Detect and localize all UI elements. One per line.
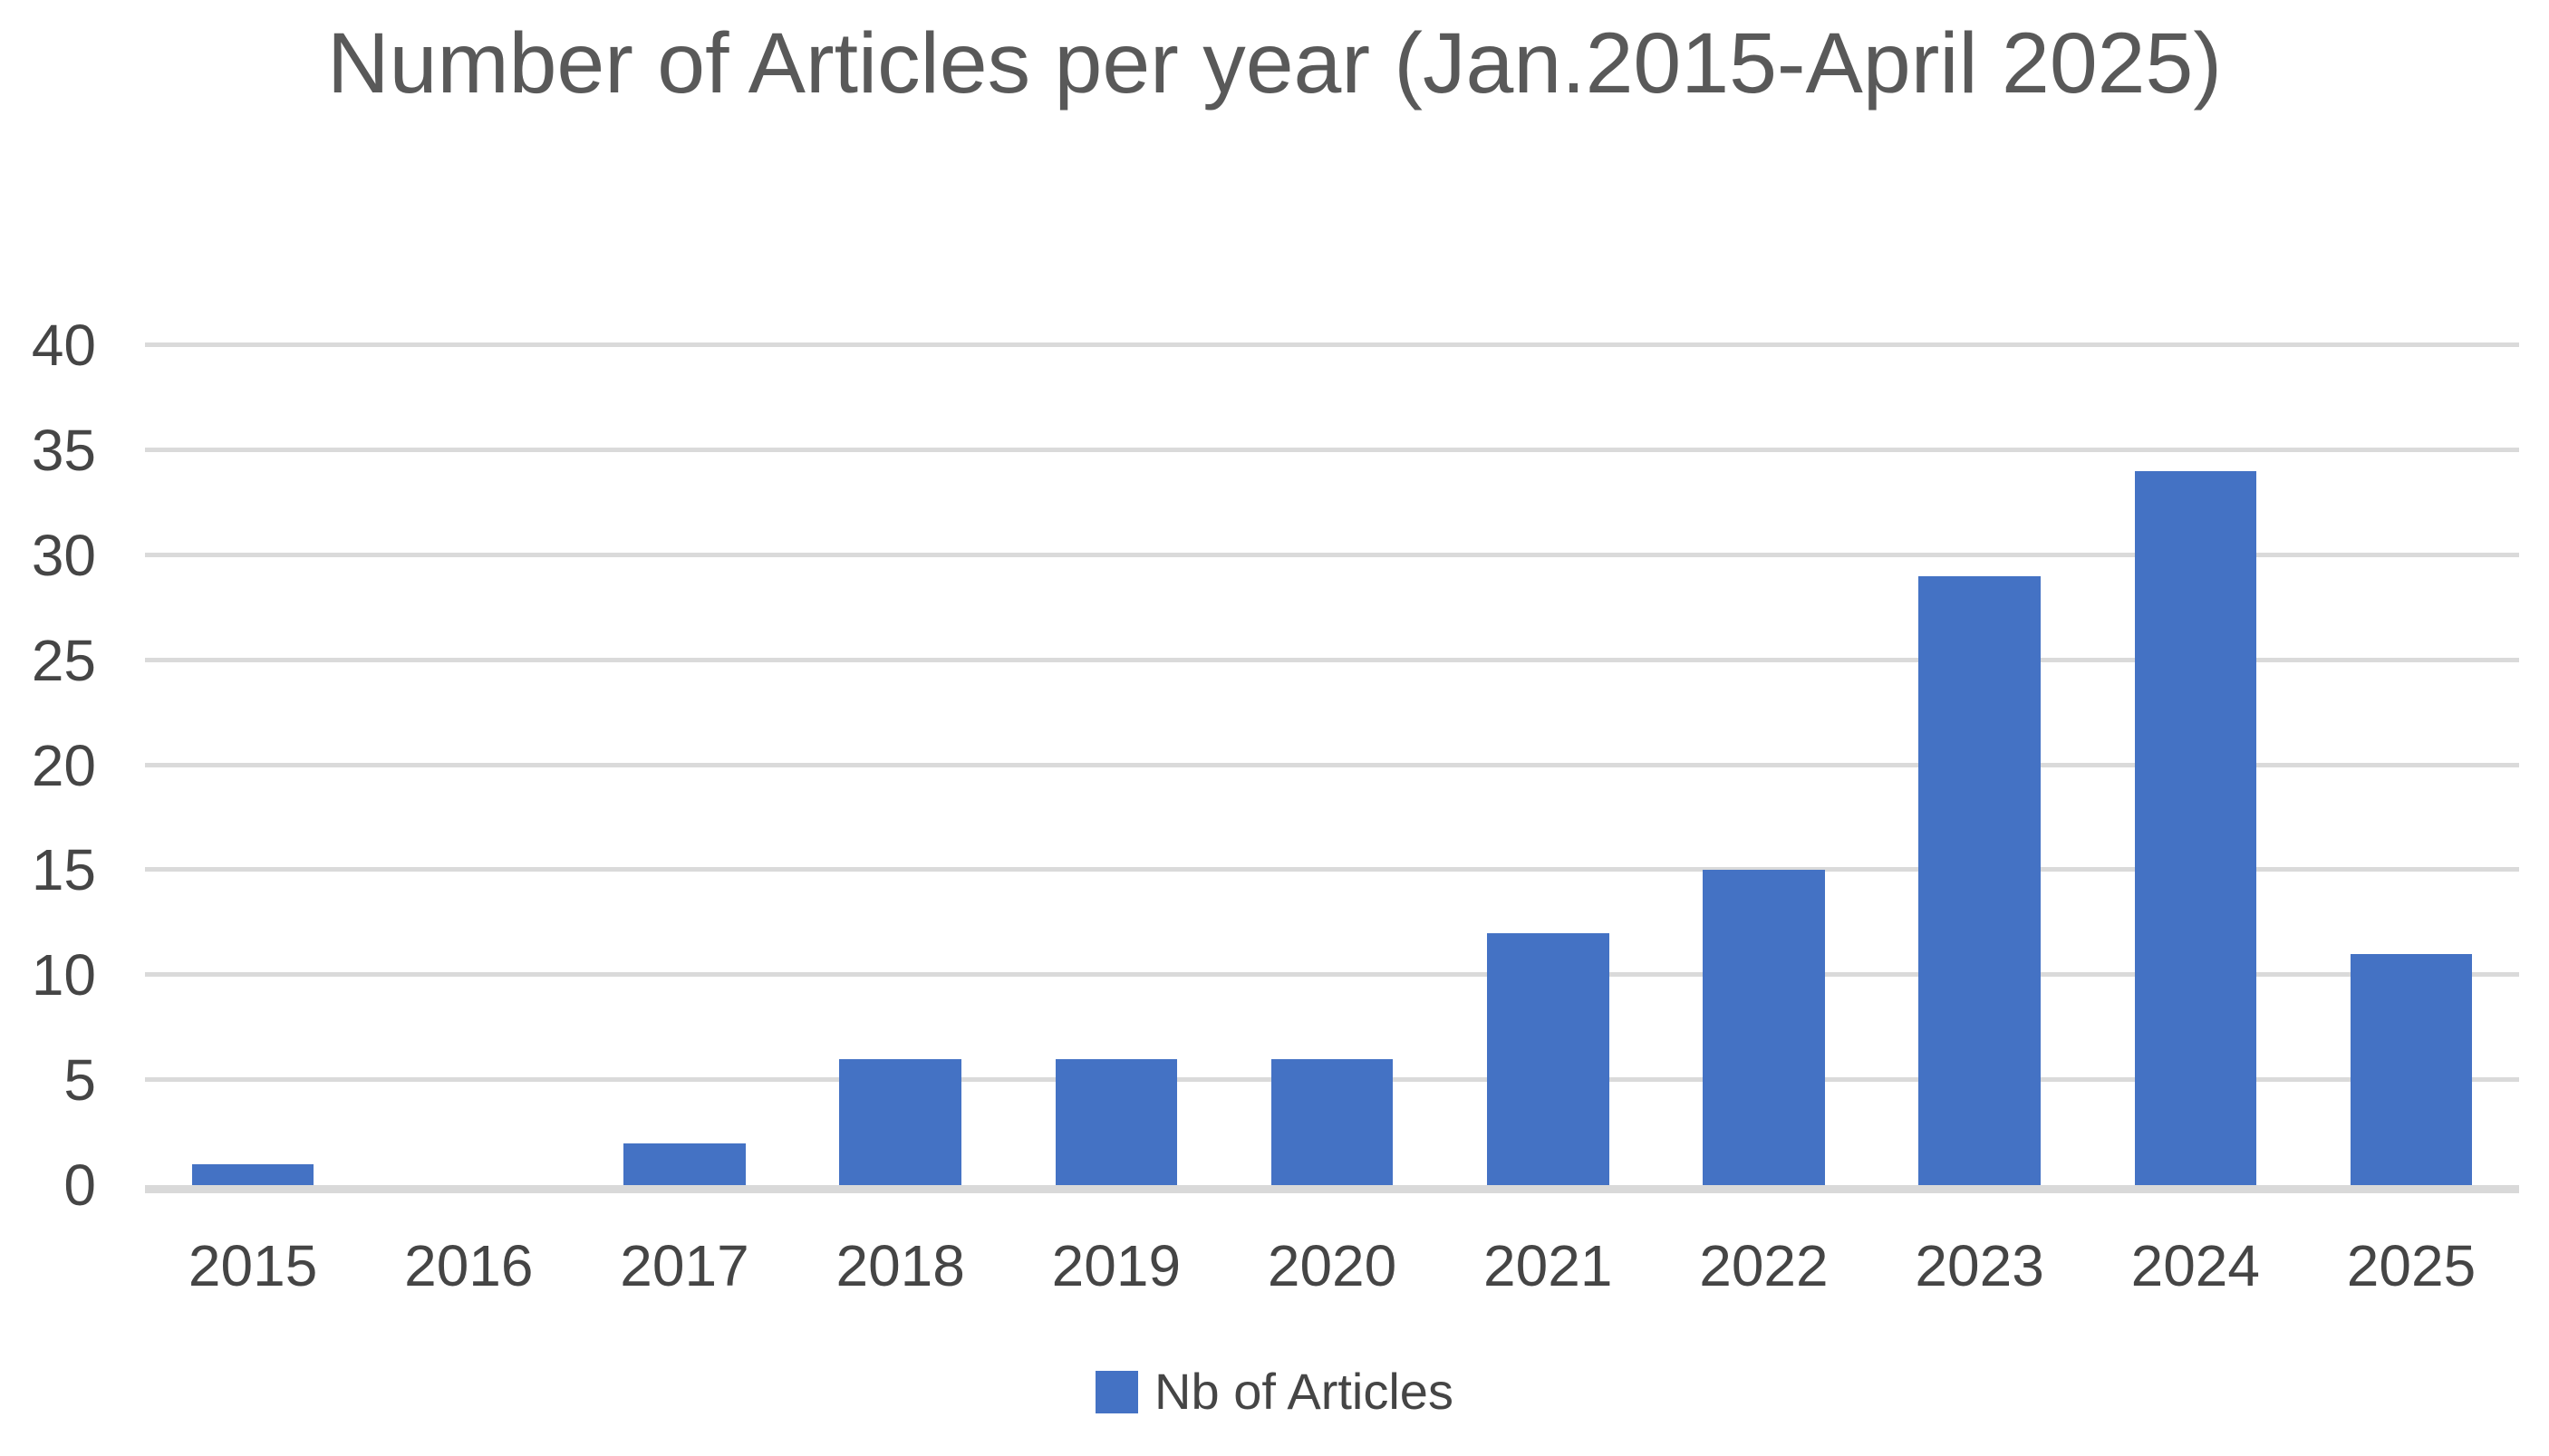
- y-tick-label-30: 30: [31, 522, 96, 588]
- x-axis-labels: 2015 2016 2017 2018 2019 2020 2021 2022 2023 2024…: [145, 1237, 2519, 1295]
- bars: [145, 345, 2519, 1185]
- gridline-40: [145, 342, 2519, 347]
- bar-2017: [623, 1143, 746, 1185]
- bar-2022: [1703, 870, 1825, 1185]
- bar-slot-2018: [793, 345, 1009, 1185]
- y-tick-label-25: 25: [31, 627, 96, 693]
- chart-title: Number of Articles per year (Jan.2015-Ap…: [0, 13, 2549, 114]
- bar-slot-2019: [1009, 345, 1224, 1185]
- gridline-30: [145, 552, 2519, 557]
- x-tick-label-2016: 2016: [404, 1233, 534, 1298]
- bar-slot-2024: [2088, 345, 2303, 1185]
- x-tick-label-2021: 2021: [1483, 1233, 1613, 1298]
- bar-slot-2017: [576, 345, 792, 1185]
- gridline-15: [145, 867, 2519, 873]
- bar-2021: [1486, 932, 1609, 1185]
- y-axis-labels: 0 5 10 15 20 25 30 35 40: [0, 316, 96, 1214]
- y-tick-label-10: 10: [31, 942, 96, 1008]
- bar-slot-2025: [2303, 345, 2519, 1185]
- bar-2019: [1055, 1058, 1178, 1185]
- legend: Nb of Articles: [0, 1366, 2549, 1417]
- bar-2023: [1918, 575, 2041, 1185]
- bar-slot-2023: [1872, 345, 2088, 1185]
- bar-2018: [839, 1058, 961, 1185]
- y-tick-label-5: 5: [63, 1047, 96, 1114]
- bar-slot-2022: [1656, 345, 1871, 1185]
- y-tick-label-15: 15: [31, 837, 96, 903]
- y-tick-label-40: 40: [31, 313, 96, 378]
- legend-swatch-icon: [1096, 1370, 1139, 1413]
- x-tick-label-2024: 2024: [2130, 1233, 2260, 1298]
- x-tick-label-2019: 2019: [1051, 1233, 1182, 1298]
- gridline-25: [145, 657, 2519, 662]
- x-tick-label-2020: 2020: [1267, 1233, 1397, 1298]
- bar-2020: [1270, 1058, 1394, 1185]
- legend-label: Nb of Articles: [1154, 1363, 1453, 1420]
- bar-slot-2016: [361, 345, 576, 1185]
- x-tick-label-2022: 2022: [1699, 1233, 1829, 1298]
- x-tick-label-2025: 2025: [2346, 1233, 2477, 1298]
- y-tick-label-35: 35: [31, 417, 96, 483]
- y-tick-label-20: 20: [31, 732, 96, 798]
- bar-slot-2021: [1440, 345, 1656, 1185]
- gridline-10: [145, 972, 2519, 978]
- y-tick-label-0: 0: [63, 1152, 96, 1218]
- gridline-20: [145, 762, 2519, 767]
- gridline-35: [145, 447, 2519, 452]
- bar-2015: [191, 1163, 314, 1185]
- x-tick-label-2015: 2015: [188, 1233, 318, 1298]
- bar-slot-2015: [145, 345, 361, 1185]
- x-axis-line: [145, 1185, 2519, 1193]
- x-tick-label-2018: 2018: [835, 1233, 965, 1298]
- x-tick-label-2017: 2017: [620, 1233, 749, 1298]
- plot-area: [145, 342, 2519, 1193]
- bar-slot-2020: [1224, 345, 1440, 1185]
- bar-2024: [2134, 471, 2257, 1185]
- x-tick-label-2023: 2023: [1915, 1233, 2044, 1298]
- bar-2025: [2350, 954, 2473, 1185]
- chart-title-text: Number of Articles per year (Jan.2015-Ap…: [327, 15, 2222, 111]
